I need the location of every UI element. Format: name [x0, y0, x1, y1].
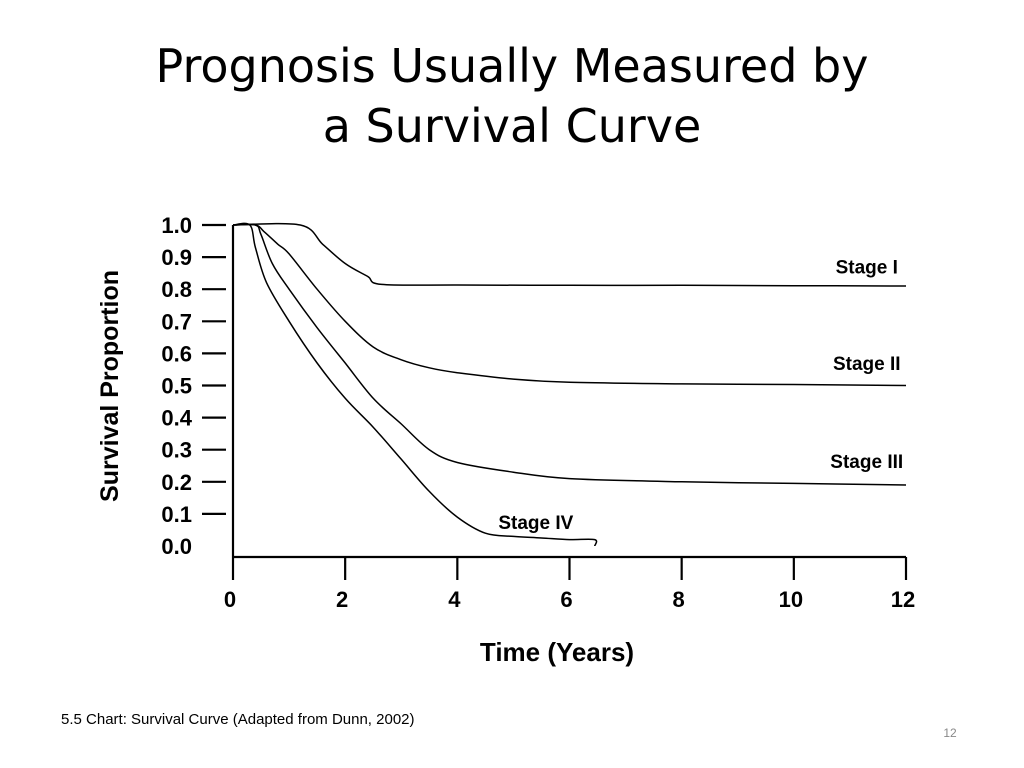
y-tick-label: 0.9 [161, 245, 192, 270]
series-label-stage-ii: Stage II [833, 354, 901, 375]
y-tick-label: 0.4 [161, 406, 192, 431]
y-axis-title: Survival Proportion [96, 270, 124, 502]
series-line-stage-iii [232, 223, 907, 486]
series-line-stage-iv [232, 222, 598, 547]
series-label-stage-iv: Stage IV [498, 513, 573, 534]
slide-title: Prognosis Usually Measured by a Survival… [0, 36, 1024, 156]
x-axis: 0 2 4 6 8 10 12 [224, 555, 915, 612]
x-axis-title: Time (Years) [480, 637, 634, 667]
y-tick-label: 0.3 [161, 438, 192, 463]
x-tick-label: 2 [336, 587, 348, 612]
y-tick-label: 0.5 [161, 374, 192, 399]
y-tick-label: 1.0 [161, 213, 192, 238]
x-tick-label: 10 [779, 587, 803, 612]
x-tick-label: 6 [560, 587, 572, 612]
y-axis: 0.0 0.1 0.2 0.3 0.4 0.5 0.6 0.7 0.8 0.9 1.0 [161, 213, 235, 559]
y-tick-label: 0.0 [161, 534, 192, 559]
x-tick-label: 0 [224, 587, 236, 612]
figure-caption: 5.5 Chart: Survival Curve (Adapted from … [61, 711, 415, 728]
series-label-stage-iii: Stage III [830, 452, 903, 473]
slide-title-line-2: a Survival Curve [322, 99, 702, 153]
page-number: 12 [943, 726, 957, 740]
y-tick-label: 0.6 [161, 341, 192, 366]
x-tick-label: 12 [891, 587, 915, 612]
x-tick-label: 4 [448, 587, 461, 612]
slide-title-line-1: Prognosis Usually Measured by [155, 39, 869, 93]
x-tick-label: 8 [673, 587, 685, 612]
y-tick-label: 0.2 [161, 470, 192, 495]
series-lines [232, 222, 907, 547]
series-label-stage-i: Stage I [836, 258, 898, 279]
y-tick-label: 0.7 [161, 309, 192, 334]
y-tick-label: 0.8 [161, 277, 192, 302]
series-line-stage-i [232, 222, 907, 287]
y-tick-label: 0.1 [161, 502, 192, 527]
series-labels: Stage I Stage II Stage III Stage IV [498, 258, 903, 534]
series-line-stage-ii [232, 223, 907, 387]
